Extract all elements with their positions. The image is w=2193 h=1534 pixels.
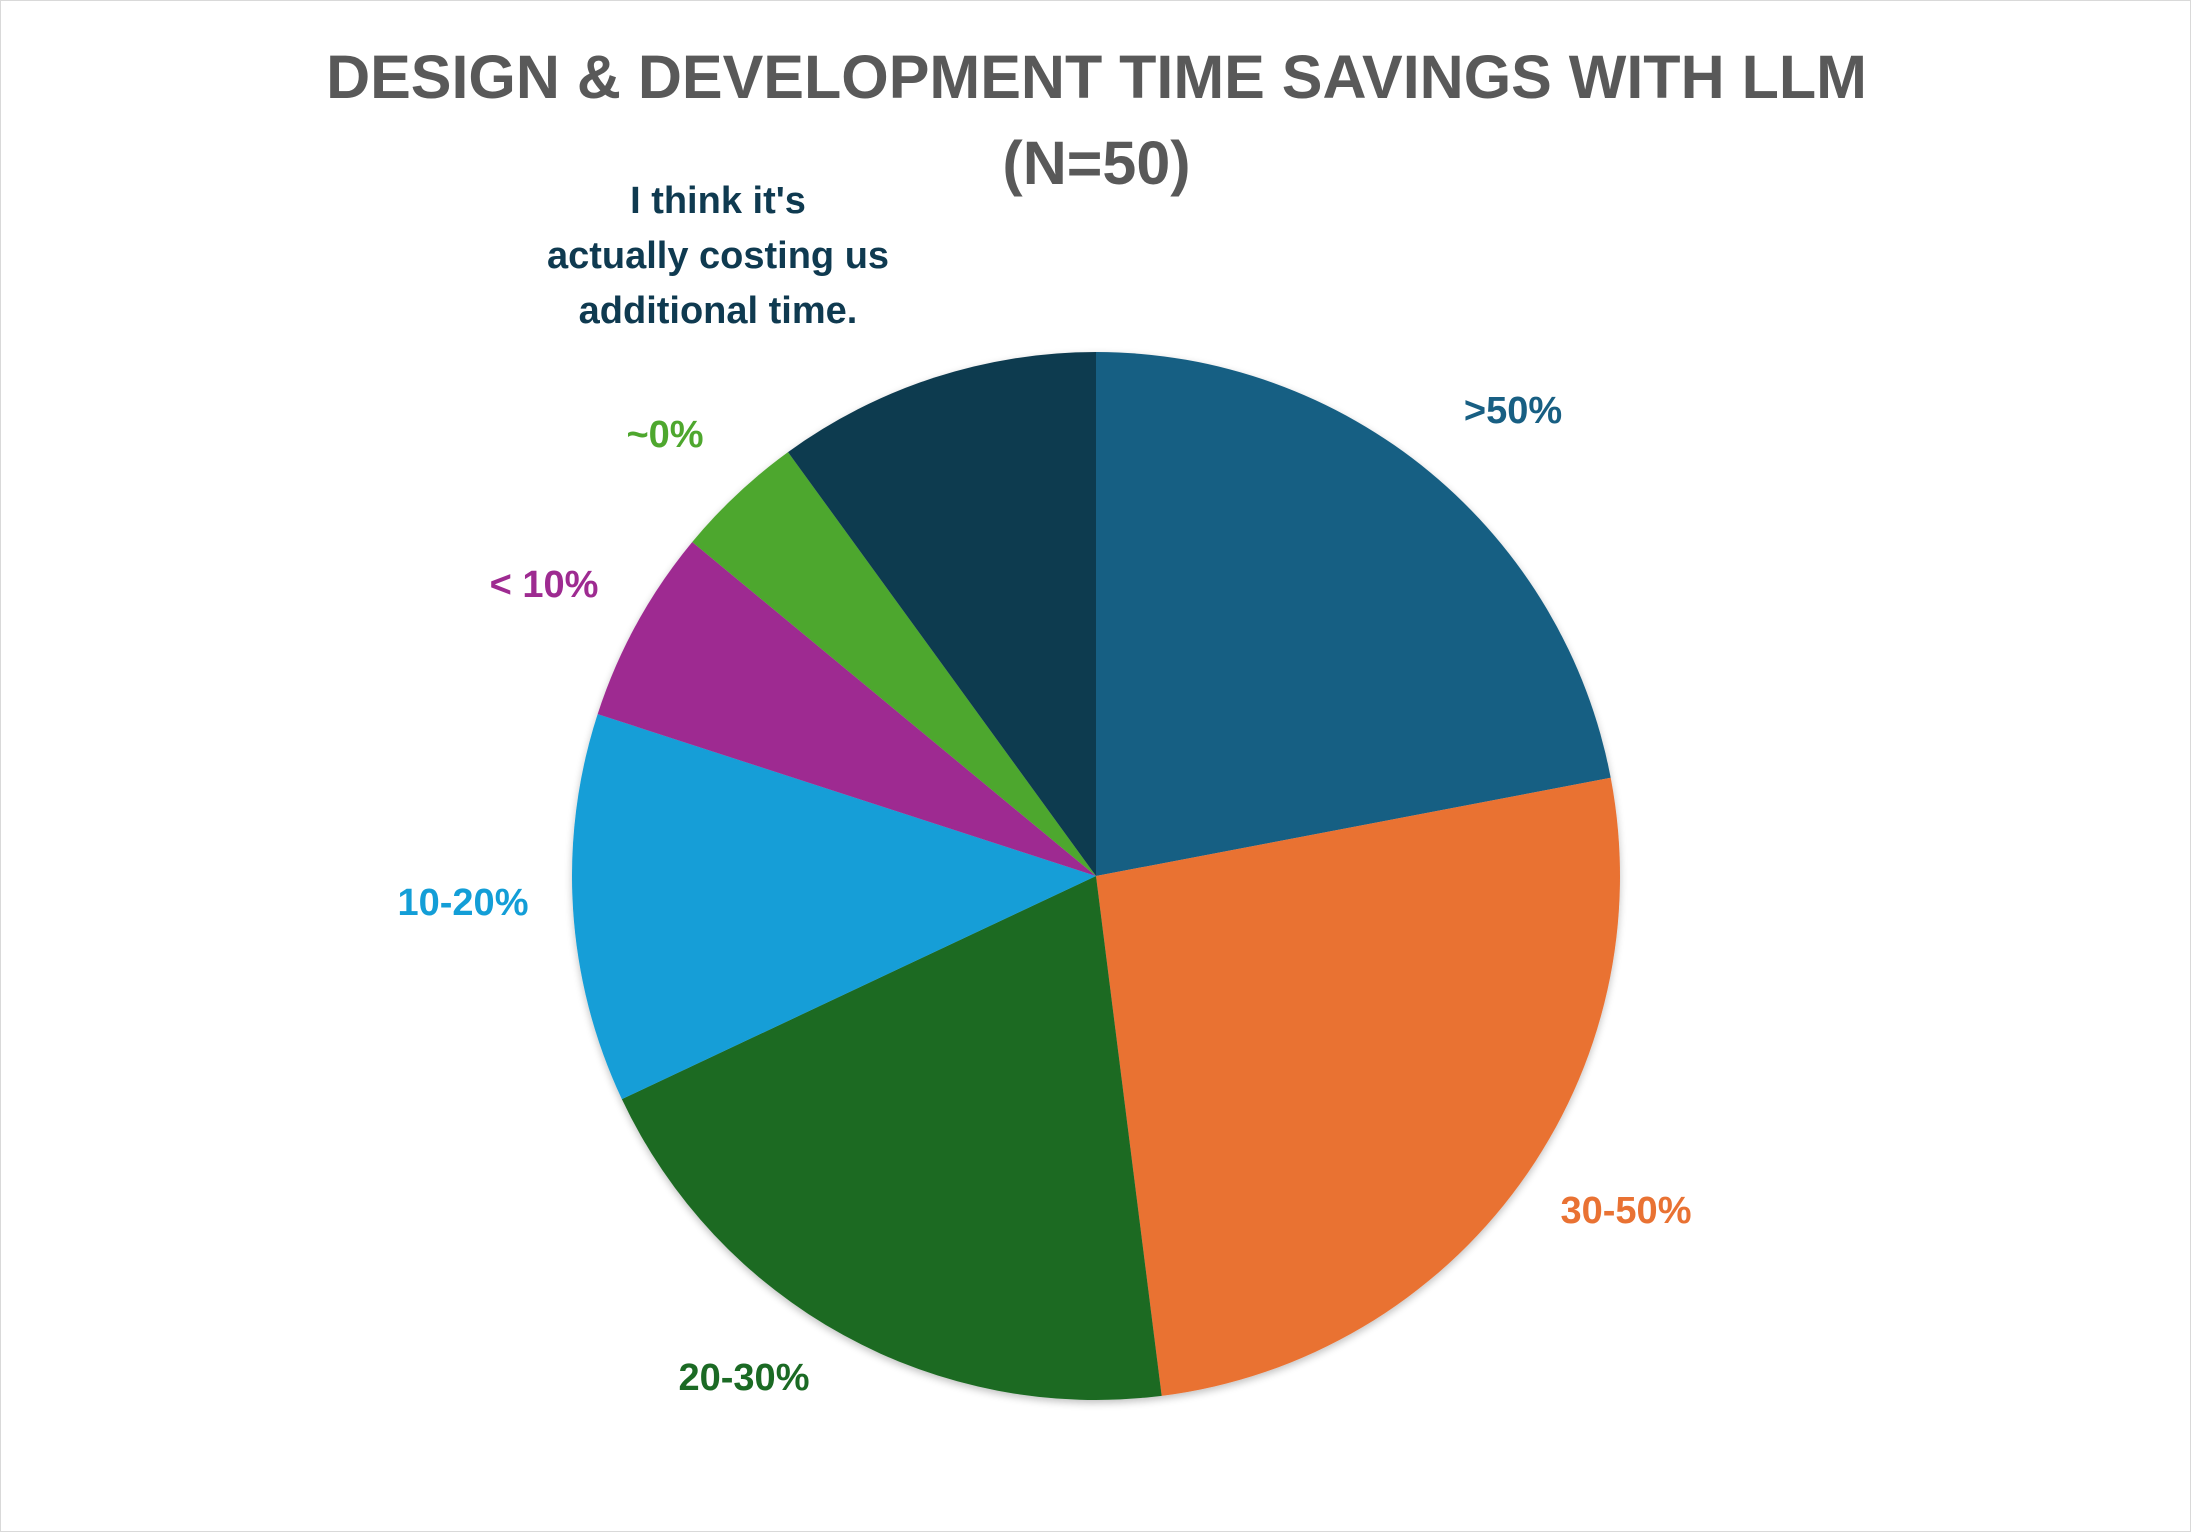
slice-4: [572, 714, 1096, 1100]
slice-label-4: 10-20%: [398, 882, 529, 924]
chart-title: DESIGN & DEVELOPMENT TIME SAVINGS WITH L…: [0, 34, 2193, 206]
chart-title-line-1: DESIGN & DEVELOPMENT TIME SAVINGS WITH L…: [326, 43, 1867, 111]
slice-label-6: ~0%: [626, 414, 703, 456]
slice-label-2: 30-50%: [1561, 1190, 1692, 1232]
slice-7: [788, 352, 1096, 876]
slice-label-3: 20-30%: [679, 1357, 810, 1399]
chart-subtitle: (N=50): [1002, 129, 1191, 197]
slice-label-7: I think it's actually costing us additiona…: [547, 180, 889, 332]
slice-6: [692, 452, 1096, 876]
slice-5: [597, 541, 1096, 876]
slice-3: [621, 876, 1162, 1400]
slice-label-5: < 10%: [490, 564, 599, 606]
pie-slices: [572, 352, 1620, 1400]
slice-label-1: >50%: [1464, 390, 1562, 432]
slice-1: [1096, 352, 1611, 876]
slice-2: [1096, 777, 1620, 1396]
pie-labels: >50% 30-50% 20-30% 10-20% < 10% ~0% I think it…: [398, 180, 1692, 1399]
